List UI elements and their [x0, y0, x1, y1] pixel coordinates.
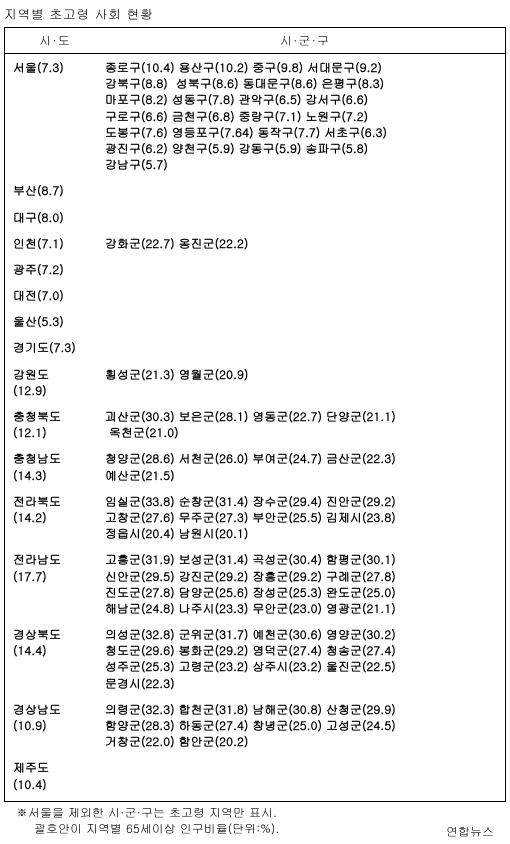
- sido-cell: 서울(7.3): [5, 60, 105, 76]
- sido-cell: 경기도(7.3): [5, 340, 105, 356]
- footnote-line-1: ※서울을 제외한 시·군·구는 초고령 지역만 표시.: [4, 805, 506, 821]
- sido-cell: 제주도 (10.4): [5, 760, 105, 792]
- table-row: 경상북도 (14.4)의성군(32.8) 군위군(31.7) 예천군(30.6)…: [5, 627, 505, 692]
- table-row: 대전(7.0): [5, 288, 505, 304]
- sido-cell: 울산(5.3): [5, 314, 105, 330]
- sido-cell: 광주(7.2): [5, 262, 105, 278]
- table-row: 충청북도 (12.1)괴산군(30.3) 보은군(28.1) 영동군(22.7)…: [5, 409, 505, 441]
- sigungu-cell: 괴산군(30.3) 보은군(28.1) 영동군(22.7) 단양군(21.1) …: [105, 409, 505, 441]
- header-sido: 시·도: [5, 28, 105, 53]
- sido-cell: 부산(8.7): [5, 183, 105, 199]
- sigungu-cell: 임실군(33.8) 순창군(31.4) 장수군(29.4) 진안군(29.2) …: [105, 494, 505, 543]
- table-row: 경상남도 (10.9)의령군(32.3) 합천군(31.8) 남해군(30.8)…: [5, 702, 505, 751]
- sigungu-cell: 횡성군(21.3) 영월군(20.9): [105, 367, 505, 383]
- sigungu-cell: 의령군(32.3) 합천군(31.8) 남해군(30.8) 산청군(29.9) …: [105, 702, 505, 751]
- sigungu-cell: 고흥군(31.9) 보성군(31.4) 곡성군(30.4) 함평군(30.1) …: [105, 552, 505, 617]
- page-title: 지역별 초고령 사회 현황: [4, 4, 506, 23]
- sigungu-cell: 강화군(22.7) 옹진군(22.2): [105, 236, 505, 252]
- sido-cell: 경상남도 (10.9): [5, 702, 105, 734]
- table-row: 울산(5.3): [5, 314, 505, 330]
- table-row: 광주(7.2): [5, 262, 505, 278]
- sido-cell: 충청남도 (14.3): [5, 451, 105, 483]
- table-row: 제주도 (10.4): [5, 760, 505, 792]
- sido-cell: 강원도 (12.9): [5, 367, 105, 399]
- table-row: 인천(7.1)강화군(22.7) 옹진군(22.2): [5, 236, 505, 252]
- header-sigungu: 시·군·구: [105, 28, 505, 53]
- table-row: 강원도 (12.9)횡성군(21.3) 영월군(20.9): [5, 367, 505, 399]
- table-row: 전라북도 (14.2)임실군(33.8) 순창군(31.4) 장수군(29.4)…: [5, 494, 505, 543]
- table-header-row: 시·도 시·군·구: [5, 28, 505, 54]
- sido-cell: 경상북도 (14.4): [5, 627, 105, 659]
- sido-cell: 충청북도 (12.1): [5, 409, 105, 441]
- sido-cell: 대전(7.0): [5, 288, 105, 304]
- table-row: 충청남도 (14.3)청양군(28.6) 서천군(26.0) 부여군(24.7)…: [5, 451, 505, 483]
- table-row: 전라남도 (17.7)고흥군(31.9) 보성군(31.4) 곡성군(30.4)…: [5, 552, 505, 617]
- table-body: 서울(7.3)종로구(10.4) 용산구(10.2) 중구(9.8) 서대문구(…: [5, 54, 505, 801]
- table-row: 서울(7.3)종로구(10.4) 용산구(10.2) 중구(9.8) 서대문구(…: [5, 60, 505, 173]
- sigungu-cell: 의성군(32.8) 군위군(31.7) 예천군(30.6) 영양군(30.2) …: [105, 627, 505, 692]
- sigungu-cell: 종로구(10.4) 용산구(10.2) 중구(9.8) 서대문구(9.2) 강북…: [105, 60, 505, 173]
- sido-cell: 전라남도 (17.7): [5, 552, 105, 584]
- sido-cell: 인천(7.1): [5, 236, 105, 252]
- sido-cell: 대구(8.0): [5, 210, 105, 226]
- sido-cell: 전라북도 (14.2): [5, 494, 105, 526]
- sigungu-cell: 청양군(28.6) 서천군(26.0) 부여군(24.7) 금산군(22.3) …: [105, 451, 505, 483]
- table-row: 부산(8.7): [5, 183, 505, 199]
- table-row: 대구(8.0): [5, 210, 505, 226]
- data-table: 시·도 시·군·구 서울(7.3)종로구(10.4) 용산구(10.2) 중구(…: [4, 27, 506, 802]
- table-row: 경기도(7.3): [5, 340, 505, 356]
